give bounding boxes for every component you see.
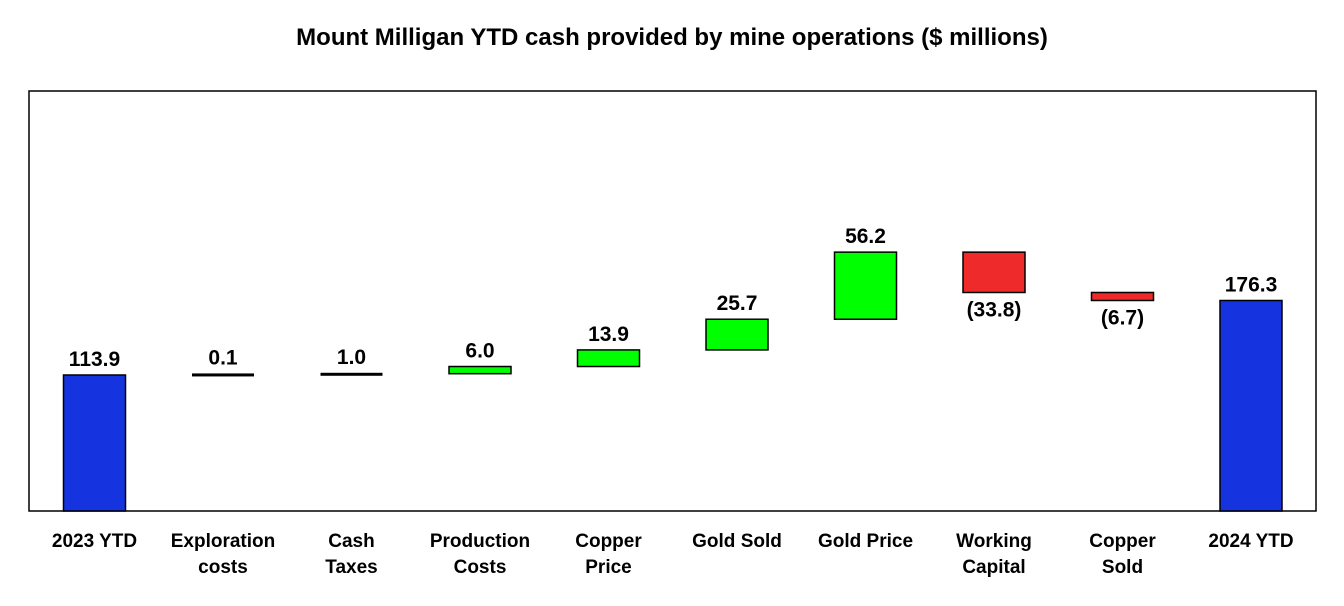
category-labels-group: 2023 YTD Exploration costs Cash Taxes Product… <box>52 531 1294 578</box>
category-label-line: Sold <box>1102 557 1143 578</box>
category-label-2: Cash Taxes <box>325 531 377 578</box>
bar-3 <box>448 365 512 375</box>
bar-value-label-8: (6.7) <box>1101 306 1144 329</box>
bar-5 <box>705 318 769 351</box>
category-label-4: Copper Price <box>575 531 642 578</box>
category-label-line: Price <box>585 557 631 578</box>
bar-8 <box>1090 291 1155 302</box>
category-label-line: Gold Sold <box>692 531 782 552</box>
category-label-5: Gold Sold <box>692 531 782 552</box>
value-labels-group: 113.9 0.1 1.0 6.0 13.9 25.7 56.2 (33.8) (6.7) 176… <box>69 225 1277 371</box>
bar-9 <box>1219 299 1283 512</box>
category-label-line: Copper <box>575 531 642 552</box>
bar-value-label-1: 0.1 <box>208 346 238 369</box>
category-label-9: 2024 YTD <box>1208 531 1293 552</box>
bar-0 <box>62 374 127 512</box>
bar-value-label-2: 1.0 <box>337 346 366 369</box>
category-label-8: Copper Sold <box>1089 531 1156 578</box>
category-label-line: Cash <box>328 531 374 552</box>
bar-value-label-6: 56.2 <box>845 225 886 248</box>
bar-value-label-0: 113.9 <box>69 348 120 371</box>
chart-title: Mount Milligan YTD cash provided by mine… <box>296 24 1048 51</box>
bar-6 <box>833 251 898 320</box>
bars-group <box>62 251 1283 512</box>
category-label-3: Production Costs <box>430 531 530 578</box>
bar-1 <box>192 373 254 377</box>
bar-4 <box>576 349 641 368</box>
bar-value-label-4: 13.9 <box>588 323 629 346</box>
category-label-line: Taxes <box>325 557 377 578</box>
category-label-line: Production <box>430 531 530 552</box>
plot-frame <box>28 90 1317 512</box>
category-label-line: Copper <box>1089 531 1156 552</box>
category-label-line: Exploration <box>171 531 276 552</box>
category-label-line: 2024 YTD <box>1208 531 1293 552</box>
category-label-line: Costs <box>454 557 507 578</box>
category-label-line: Gold Price <box>818 531 913 552</box>
bar-value-label-7: (33.8) <box>967 298 1022 321</box>
category-label-6: Gold Price <box>818 531 913 552</box>
bar-value-label-9: 176.3 <box>1225 273 1278 296</box>
category-label-1: Exploration costs <box>171 531 276 578</box>
category-label-line: costs <box>198 557 248 578</box>
bar-7 <box>962 251 1026 294</box>
bar-value-label-3: 6.0 <box>465 340 494 363</box>
bar-2 <box>320 372 383 376</box>
category-label-line: Capital <box>962 557 1025 578</box>
category-label-line: 2023 YTD <box>52 531 137 552</box>
category-label-line: Working <box>956 531 1032 552</box>
bar-value-label-5: 25.7 <box>717 292 758 315</box>
category-label-0: 2023 YTD <box>52 531 137 552</box>
category-label-7: Working Capital <box>956 531 1032 578</box>
